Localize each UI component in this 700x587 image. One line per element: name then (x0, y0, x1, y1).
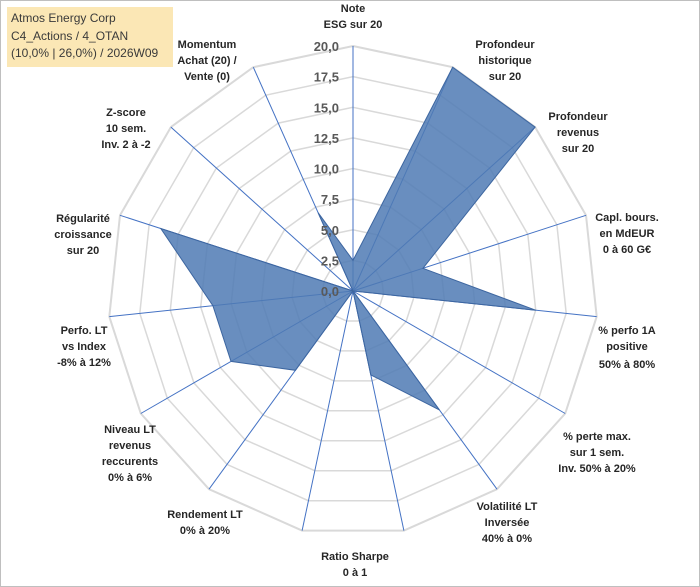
axis-label: % perte max. sur 1 sem. Inv. 50% à 20% (558, 431, 636, 475)
grid-ring (139, 75, 567, 502)
axis-label: Ratio Sharpe 0 à 1 (321, 551, 389, 579)
axis-label: Niveau LT revenus reccurents 0% à 6% (102, 424, 158, 484)
tick-label: 2,5 (321, 253, 339, 268)
axis-label: Volatilité LT Inversée 40% à 0% (477, 501, 538, 545)
chart-title-category: C4_Actions / 4_OTAN (11, 28, 129, 43)
chart-title-company: Atmos Energy Corp (11, 11, 116, 25)
radial-tick-labels: 0,0 2,5 5,0 7,5 10,0 12,5 15,0 17,5 20,0 (314, 39, 339, 299)
grid-ring (108, 44, 598, 532)
axis-label: Capl. bours. en MdEUR 0 à 60 G€ (595, 212, 659, 256)
axis-label: Profondeur historique sur 20 (475, 39, 535, 83)
axis-label: 50% à 80% (599, 359, 655, 371)
tick-label: 12,5 (314, 131, 339, 146)
grid-ring (230, 167, 476, 412)
axis-spoke (301, 290, 354, 531)
chart-title-params: (10,0% | 26,0%) / 2026W09 (11, 46, 159, 60)
tick-label: 20,0 (314, 39, 339, 54)
axis-label: Note ESG sur 20 (324, 3, 383, 31)
axis-label: Momentum Achat (20) / Vente (0) (177, 39, 236, 83)
tick-label: 10,0 (314, 162, 339, 177)
axis-label: Perfo. LT vs Index -8% à 12% (57, 325, 111, 369)
axis-label: % perfo 1A positive (598, 325, 656, 353)
radar-series (159, 66, 536, 411)
axis-label: Rendement LT 0% à 20% (167, 509, 243, 537)
tick-label: 0,0 (321, 284, 339, 299)
axis-label: Régularité croissance sur 20 (54, 213, 111, 257)
series-area (159, 66, 536, 411)
tick-label: 15,0 (314, 100, 339, 115)
axis-spoke (352, 290, 566, 414)
axis-spoke (170, 126, 354, 292)
axis-label: Z-score 10 sem. Inv. 2 à -2 (101, 107, 150, 151)
tick-label: 5,0 (321, 223, 339, 238)
axis-label: Profondeur revenus sur 20 (548, 111, 608, 155)
chart-title-box: Atmos Energy Corp C4_Actions / 4_OTAN (1… (7, 7, 173, 67)
axis-labels: Note ESG sur 20 Profondeur historique sur 20… (54, 3, 659, 579)
grid-ring (199, 137, 507, 442)
tick-label: 17,5 (314, 70, 339, 85)
tick-label: 7,5 (321, 192, 339, 207)
grid-ring (169, 106, 537, 472)
